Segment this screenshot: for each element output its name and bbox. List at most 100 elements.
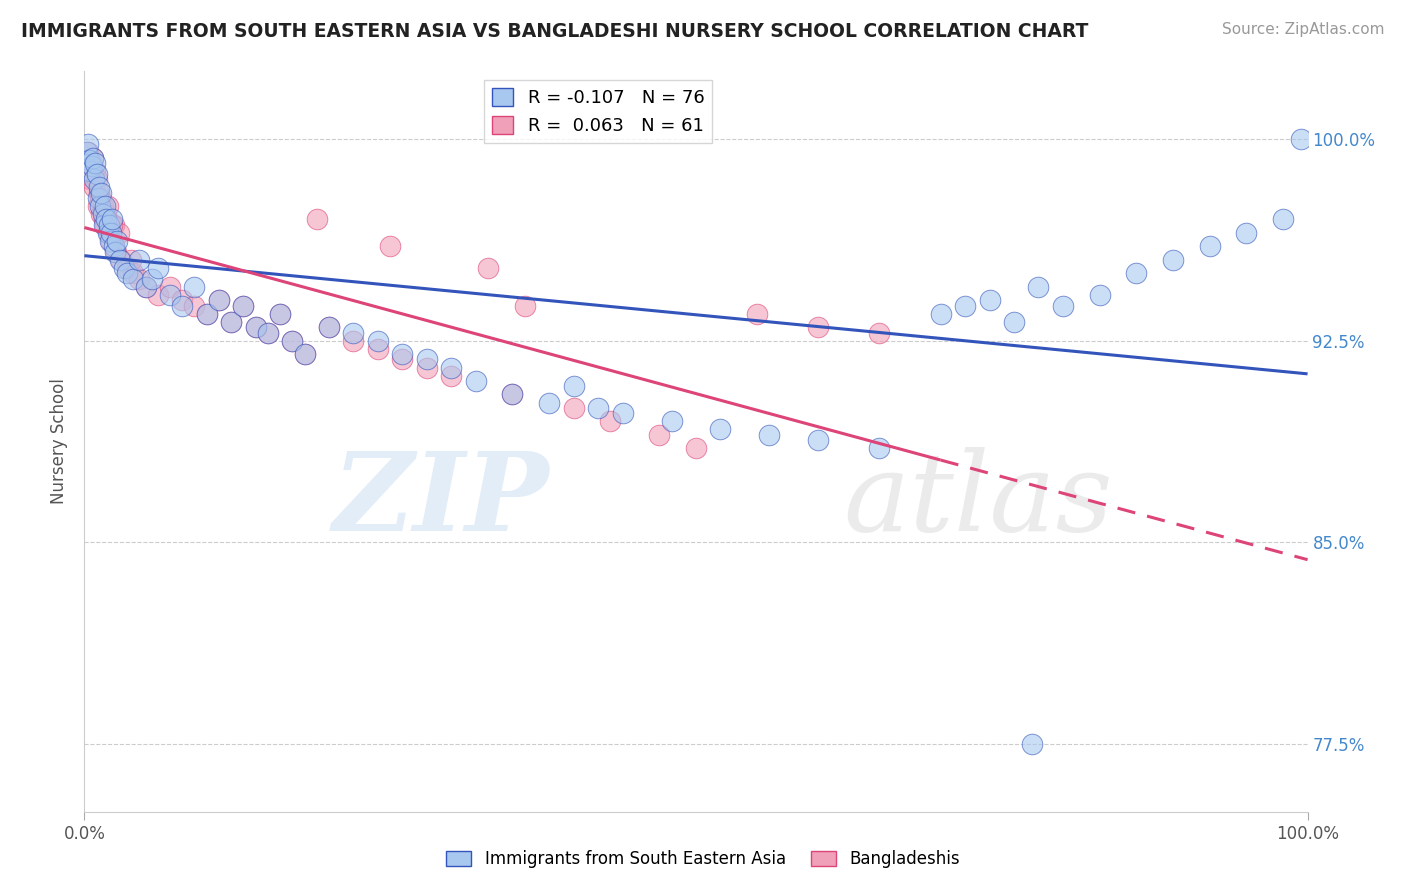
Point — [79, 172, 101, 186]
Point — [416, 352, 439, 367]
Point — [219, 315, 242, 329]
Point — [128, 271, 150, 285]
Point — [94, 218, 117, 232]
Point — [172, 293, 194, 308]
Point — [87, 191, 110, 205]
Point — [391, 352, 413, 367]
Point — [807, 320, 830, 334]
Point — [87, 199, 110, 213]
Point — [257, 326, 280, 340]
Point — [89, 191, 111, 205]
Point — [77, 164, 100, 178]
Point — [281, 334, 304, 348]
Point — [86, 172, 108, 186]
Point — [586, 401, 609, 415]
Point — [97, 226, 120, 240]
Point — [195, 307, 218, 321]
Point — [103, 218, 125, 232]
Point — [107, 226, 129, 240]
Point — [562, 401, 585, 415]
Legend: Immigrants from South Eastern Asia, Bangladeshis: Immigrants from South Eastern Asia, Bang… — [440, 844, 966, 875]
Point — [1028, 279, 1050, 293]
Point — [89, 199, 111, 213]
Point — [612, 406, 634, 420]
Point — [758, 427, 780, 442]
Point — [1236, 226, 1258, 240]
Point — [599, 414, 621, 428]
Point — [93, 218, 115, 232]
Point — [648, 427, 671, 442]
Point — [108, 252, 131, 267]
Point — [391, 347, 413, 361]
Point — [101, 218, 124, 232]
Point — [112, 260, 135, 275]
Point — [115, 266, 138, 280]
Point — [1198, 239, 1220, 253]
Point — [219, 315, 242, 329]
Point — [807, 433, 830, 447]
Point — [685, 442, 707, 456]
Point — [77, 136, 100, 151]
Point — [159, 288, 181, 302]
Point — [709, 422, 731, 436]
Point — [1272, 212, 1295, 227]
Point — [105, 234, 128, 248]
Point — [87, 180, 110, 194]
Point — [1161, 252, 1184, 267]
Point — [91, 199, 114, 213]
Point — [208, 293, 231, 308]
Point — [83, 180, 105, 194]
Point — [661, 414, 683, 428]
Point — [76, 145, 98, 160]
Point — [502, 387, 524, 401]
Point — [97, 199, 120, 213]
Point — [83, 172, 105, 186]
Text: atlas: atlas — [842, 447, 1112, 555]
Legend: R = -0.107   N = 76, R =  0.063   N = 61: R = -0.107 N = 76, R = 0.063 N = 61 — [485, 80, 711, 143]
Point — [342, 326, 364, 340]
Point — [97, 218, 120, 232]
Point — [257, 326, 280, 340]
Point — [86, 167, 108, 181]
Point — [869, 442, 891, 456]
Text: ZIP: ZIP — [333, 447, 550, 555]
Point — [90, 207, 112, 221]
Point — [232, 299, 254, 313]
Point — [87, 186, 110, 200]
Point — [100, 226, 122, 240]
Point — [91, 207, 114, 221]
Point — [440, 368, 463, 383]
Point — [80, 159, 103, 173]
Point — [77, 145, 100, 160]
Point — [79, 164, 101, 178]
Point — [305, 212, 328, 227]
Point — [104, 244, 127, 259]
Point — [869, 326, 891, 340]
Point — [318, 320, 340, 334]
Point — [464, 374, 486, 388]
Point — [80, 159, 103, 173]
Point — [84, 156, 107, 170]
Point — [538, 395, 561, 409]
Point — [562, 379, 585, 393]
Point — [94, 199, 117, 213]
Point — [122, 271, 145, 285]
Point — [367, 334, 389, 348]
Point — [122, 266, 145, 280]
Point — [1291, 131, 1313, 145]
Point — [101, 212, 124, 227]
Point — [1021, 738, 1043, 752]
Point — [141, 271, 163, 285]
Point — [93, 212, 115, 227]
Point — [98, 234, 121, 248]
Point — [513, 299, 536, 313]
Point — [342, 334, 364, 348]
Point — [110, 252, 132, 267]
Point — [96, 212, 118, 227]
Point — [183, 279, 205, 293]
Point — [96, 207, 118, 221]
Point — [380, 239, 402, 253]
Point — [294, 347, 316, 361]
Y-axis label: Nursery School: Nursery School — [51, 378, 69, 505]
Text: Source: ZipAtlas.com: Source: ZipAtlas.com — [1222, 22, 1385, 37]
